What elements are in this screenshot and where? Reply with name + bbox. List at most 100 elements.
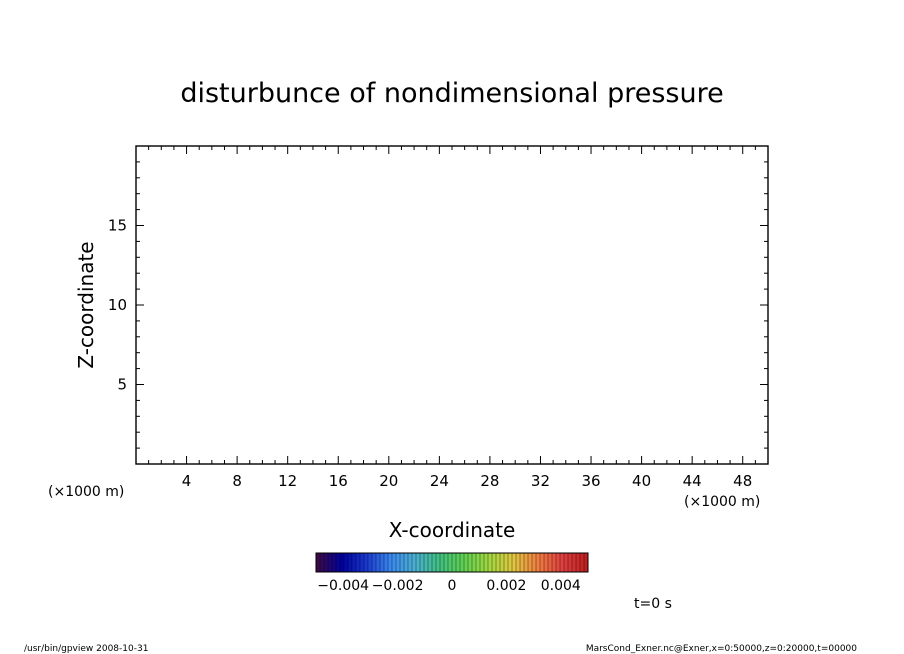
colorbar-band [456, 553, 460, 572]
colorbar-band [424, 553, 428, 572]
chart-title: disturbunce of nondimensional pressure [180, 78, 723, 109]
y-tick-label: 10 [108, 296, 127, 314]
colorbar-band [428, 553, 432, 572]
colorbar-band [344, 553, 348, 572]
x-tick-label: 48 [733, 472, 752, 490]
x-tick-label: 20 [379, 472, 398, 490]
x-axis-title: X-coordinate [389, 518, 516, 542]
colorbar-band [536, 553, 540, 572]
colorbar-band [460, 553, 464, 572]
colorbar-band [436, 553, 440, 572]
colorbar-band [408, 553, 412, 572]
x-tick-label: 12 [278, 472, 297, 490]
colorbar-band [564, 553, 568, 572]
x-tick-label: 4 [182, 472, 192, 490]
colorbar-band [528, 553, 532, 572]
colorbar-band [524, 553, 528, 572]
colorbar-band [432, 553, 436, 572]
colorbar-band [492, 553, 496, 572]
colorbar-band [556, 553, 560, 572]
colorbar-band [352, 553, 356, 572]
x-tick-label: 24 [430, 472, 449, 490]
colorbar-band [328, 553, 332, 572]
colorbar-tick-label: 0.004 [541, 578, 581, 594]
colorbar-band [480, 553, 484, 572]
colorbar-band [584, 553, 588, 572]
colorbar-band [420, 553, 424, 572]
colorbar-band [516, 553, 520, 572]
colorbar-band [572, 553, 576, 572]
colorbar-tick-label: −0.002 [372, 578, 424, 594]
plot-area [135, 145, 769, 465]
colorbar-band [476, 553, 480, 572]
colorbar-band [404, 553, 408, 572]
colorbar-band [360, 553, 364, 572]
colorbar-band [580, 553, 584, 572]
x-axis-tick-labels: 4 8 12 16 20 24 28 32 36 40 44 48 [182, 472, 752, 490]
colorbar [315, 553, 588, 572]
colorbar-tick-label: −0.004 [317, 578, 369, 594]
colorbar-band [472, 553, 476, 572]
colorbar-band [576, 553, 580, 572]
colorbar-band [368, 553, 372, 572]
colorbar-band [336, 553, 340, 572]
colorbar-tick-label: 0 [448, 578, 457, 594]
y-axis-tick-labels: 5 10 15 [108, 217, 127, 394]
y-axis-unit-label: (×1000 m) [48, 484, 124, 500]
y-axis-title: Z-coordinate [74, 241, 98, 368]
colorbar-band [364, 553, 368, 572]
x-tick-label: 28 [480, 472, 499, 490]
colorbar-band [376, 553, 380, 572]
colorbar-band [464, 553, 468, 572]
colorbar-band [548, 553, 552, 572]
colorbar-band [316, 553, 320, 572]
colorbar-band [560, 553, 564, 572]
colorbar-band [384, 553, 388, 572]
colorbar-band [388, 553, 392, 572]
colorbar-band [504, 553, 508, 572]
colorbar-band [452, 553, 456, 572]
colorbar-band [372, 553, 376, 572]
colorbar-band [340, 553, 344, 572]
colorbar-band [468, 553, 472, 572]
colorbar-band [540, 553, 544, 572]
colorbar-band [332, 553, 336, 572]
y-axis-ticks [136, 161, 768, 449]
colorbar-tick-labels: −0.004 −0.002 0 0.002 0.004 [317, 578, 581, 594]
x-axis-ticks [148, 146, 756, 464]
colorbar-band [324, 553, 328, 572]
x-tick-label: 44 [683, 472, 702, 490]
footer-right: MarsCond_Exner.nc@Exner,x=0:50000,z=0:20… [586, 644, 857, 654]
colorbar-tick-label: 0.002 [486, 578, 526, 594]
colorbar-band [532, 553, 536, 572]
colorbar-frame [315, 552, 589, 573]
y-tick-label: 15 [108, 217, 127, 235]
time-label: t=0 s [634, 596, 672, 612]
colorbar-band [484, 553, 488, 572]
x-tick-label: 8 [232, 472, 242, 490]
colorbar-band [416, 553, 420, 572]
colorbar-band [552, 553, 556, 572]
footer-left: /usr/bin/gpview 2008-10-31 [24, 644, 148, 654]
colorbar-band [488, 553, 492, 572]
colorbar-band [380, 553, 384, 572]
colorbar-band [356, 553, 360, 572]
colorbar-band [512, 553, 516, 572]
x-axis-unit-label: (×1000 m) [684, 494, 760, 510]
colorbar-band [544, 553, 548, 572]
colorbar-band [396, 553, 400, 572]
colorbar-band [444, 553, 448, 572]
x-tick-label: 32 [531, 472, 550, 490]
colorbar-band [508, 553, 512, 572]
colorbar-band [392, 553, 396, 572]
x-tick-label: 36 [581, 472, 600, 490]
colorbar-band [440, 553, 444, 572]
colorbar-band [520, 553, 524, 572]
colorbar-band [568, 553, 572, 572]
colorbar-band [496, 553, 500, 572]
x-tick-label: 40 [632, 472, 651, 490]
y-tick-label: 5 [117, 376, 127, 394]
x-tick-label: 16 [329, 472, 348, 490]
colorbar-band [500, 553, 504, 572]
